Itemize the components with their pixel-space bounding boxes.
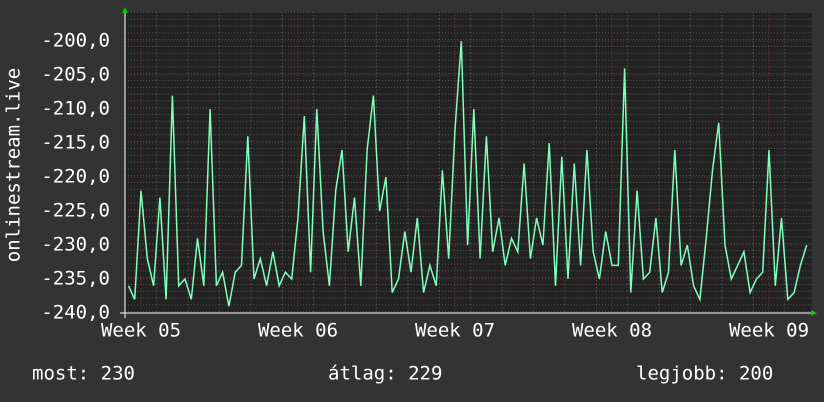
data-line [127,41,808,307]
y-tick-label: -200,0 [41,30,110,52]
x-tick-label: Week 08 [572,320,652,342]
x-tick-label: Week 07 [415,320,495,342]
x-tick-label: Week 05 [101,320,181,342]
y-tick-label: -210,0 [41,98,110,120]
footer-best: legjobb: 200 [636,363,773,385]
footer-average: átlag: 229 [328,363,442,385]
footer-current: most: 230 [32,363,135,385]
y-tick-label: -235,0 [41,268,110,290]
y-tick-label: -225,0 [41,200,110,222]
x-tick-label: Week 09 [729,320,809,342]
y-axis-label: onlinestream.live [3,68,25,262]
axis-arrow [122,7,128,13]
y-tick-label: -220,0 [41,166,110,188]
chart-layer: -240,0 -235,0 -230,0 -225,0 -220,0 -215,0 -210… [41,12,812,342]
minor-grid [125,12,812,313]
axis-arrow [811,310,817,316]
x-tick-label: Week 06 [258,320,338,342]
y-tick-label: -215,0 [41,132,110,154]
y-tick-label: -205,0 [41,64,110,86]
y-tick-label: -230,0 [41,234,110,256]
y-tick-label: -240,0 [41,302,110,324]
